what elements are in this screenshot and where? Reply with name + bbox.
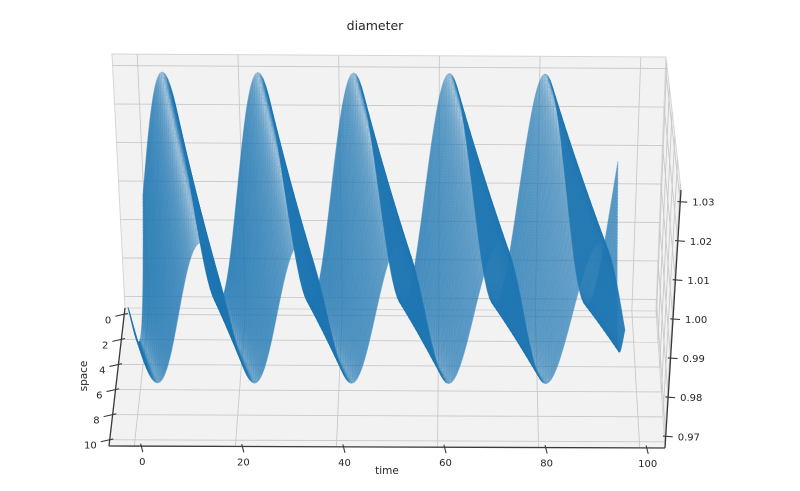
y-tick-label-mark <box>106 388 120 393</box>
x-tick-label: 20 <box>237 457 250 468</box>
grid-line <box>659 111 673 368</box>
y-tick-label: 0 <box>105 315 111 326</box>
x-tick-label-mark <box>443 444 447 454</box>
y-tick-label-mark <box>115 312 128 317</box>
x-axis-line <box>108 445 666 449</box>
grid-line <box>115 389 662 393</box>
z-tick-label-mark <box>670 318 681 321</box>
x-tick-label: 40 <box>338 458 351 469</box>
x-tick-label: 0 <box>139 457 145 468</box>
plot-title: diameter <box>346 18 404 33</box>
z-tick-label: 1.00 <box>685 315 707 326</box>
grid-line <box>660 183 674 320</box>
surface-space-line <box>127 241 626 385</box>
grid-line <box>657 87 670 343</box>
x-tick-label-mark <box>645 445 649 455</box>
y-tick-label: 10 <box>84 441 97 452</box>
x-tick-label-mark <box>544 445 548 454</box>
grid-line <box>659 222 672 359</box>
z-tick-label-mark <box>662 435 673 438</box>
floor-pane <box>108 307 666 449</box>
grid-line <box>114 103 665 108</box>
grid-line <box>663 106 679 241</box>
grid-line <box>656 299 667 437</box>
y-tick-label: 8 <box>93 416 99 427</box>
y-axis-label: space <box>78 360 90 392</box>
z-tick-label: 1.01 <box>687 276 709 287</box>
z-tick-label-mark <box>677 200 688 203</box>
grid-line <box>118 364 660 368</box>
grid-line <box>112 65 666 69</box>
grid-line <box>109 439 665 443</box>
z-tick-label: 0.98 <box>680 393 702 404</box>
z-tick-label: 0.97 <box>678 432 700 443</box>
grid-line <box>657 260 669 398</box>
tick-labels: 0 20 40 60 80 100 0 2 4 6 8 10 0.97 0.98 0.99 1.00 1.01 1… <box>84 198 715 470</box>
x-tick-label-mark <box>241 443 245 453</box>
z-tick-label: 1.02 <box>690 237 712 248</box>
z-tick-label: 0.99 <box>683 354 705 365</box>
z-tick-label-mark <box>667 357 678 360</box>
grid-line <box>660 135 676 392</box>
grid-line <box>662 145 676 280</box>
grid-line <box>116 142 663 146</box>
tick-marks <box>100 200 688 455</box>
x-tick-label: 100 <box>638 459 657 470</box>
grid-line <box>631 56 642 311</box>
z-tick-label-mark <box>665 396 676 399</box>
y-tick-label: 2 <box>102 340 108 351</box>
y-tick-label: 6 <box>96 391 102 402</box>
grid-line <box>664 183 681 442</box>
grid-line <box>665 68 681 202</box>
grid-line <box>121 338 659 343</box>
grid-line <box>631 310 641 448</box>
x-tick-label-mark <box>140 443 144 453</box>
grid-line <box>662 159 679 417</box>
x-tick-label: 60 <box>439 458 452 469</box>
y-tick-label-mark <box>103 413 117 418</box>
z-tick-label: 1.03 <box>692 198 714 209</box>
grid-line <box>655 63 668 318</box>
x-tick-label: 80 <box>540 459 553 470</box>
x-tick-label-mark <box>342 444 346 453</box>
x-axis-label: time <box>375 465 399 477</box>
y-axis-line <box>108 307 126 447</box>
y-tick-label-mark <box>100 438 114 443</box>
y-tick-label: 4 <box>99 365 105 376</box>
y-tick-label-mark <box>112 338 126 342</box>
z-tick-label-mark <box>675 240 685 242</box>
z-tick-label-mark <box>672 279 683 281</box>
y-tick-label-mark <box>109 363 123 367</box>
grid-line <box>112 414 663 418</box>
diameter-surface <box>127 71 626 385</box>
